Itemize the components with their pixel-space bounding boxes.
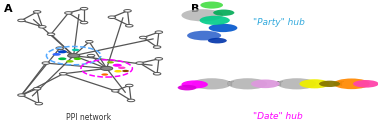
Ellipse shape	[187, 31, 221, 40]
Circle shape	[101, 73, 108, 76]
Circle shape	[80, 7, 88, 10]
Circle shape	[114, 70, 122, 73]
Circle shape	[47, 33, 55, 36]
Circle shape	[153, 73, 161, 75]
Ellipse shape	[192, 78, 231, 89]
Circle shape	[58, 50, 67, 53]
Text: A: A	[4, 4, 12, 14]
Circle shape	[33, 11, 41, 13]
Ellipse shape	[319, 81, 340, 87]
Circle shape	[118, 67, 125, 69]
Circle shape	[125, 84, 133, 87]
Circle shape	[87, 54, 95, 57]
Circle shape	[127, 99, 135, 102]
Circle shape	[108, 16, 116, 19]
Ellipse shape	[228, 78, 267, 89]
Circle shape	[35, 102, 43, 105]
Circle shape	[18, 19, 25, 22]
Ellipse shape	[251, 80, 280, 88]
Ellipse shape	[200, 2, 223, 9]
Circle shape	[136, 62, 144, 64]
Ellipse shape	[209, 24, 237, 32]
Circle shape	[65, 12, 72, 14]
Text: or: or	[276, 79, 284, 88]
Circle shape	[112, 90, 119, 92]
Circle shape	[59, 73, 67, 75]
Text: "Party" hub: "Party" hub	[253, 18, 305, 27]
Circle shape	[155, 58, 163, 60]
Text: "Date" hub: "Date" hub	[253, 112, 303, 121]
Circle shape	[53, 53, 61, 56]
Circle shape	[122, 70, 129, 72]
Circle shape	[66, 60, 74, 63]
Circle shape	[85, 41, 93, 43]
Text: or: or	[336, 79, 344, 88]
Circle shape	[58, 57, 67, 60]
Circle shape	[155, 31, 163, 33]
Ellipse shape	[277, 78, 316, 89]
Circle shape	[42, 62, 50, 64]
Ellipse shape	[178, 85, 197, 90]
Circle shape	[18, 94, 25, 96]
Ellipse shape	[181, 80, 208, 89]
Circle shape	[113, 64, 122, 67]
Text: B: B	[191, 4, 199, 14]
Circle shape	[107, 61, 114, 64]
Circle shape	[33, 87, 41, 90]
Circle shape	[74, 58, 81, 60]
Text: PPI network: PPI network	[66, 113, 112, 122]
Ellipse shape	[200, 16, 230, 25]
Text: or: or	[227, 79, 234, 88]
Circle shape	[80, 21, 88, 24]
Circle shape	[101, 66, 113, 70]
Ellipse shape	[213, 10, 234, 16]
Ellipse shape	[299, 79, 330, 88]
Circle shape	[39, 26, 46, 28]
Circle shape	[68, 54, 80, 58]
Circle shape	[72, 49, 79, 51]
Circle shape	[124, 10, 131, 12]
Ellipse shape	[333, 78, 370, 89]
Ellipse shape	[353, 80, 378, 88]
Ellipse shape	[208, 38, 227, 43]
Circle shape	[153, 46, 161, 48]
Circle shape	[56, 47, 64, 49]
Circle shape	[139, 36, 147, 39]
Circle shape	[125, 25, 133, 27]
Ellipse shape	[181, 9, 223, 21]
